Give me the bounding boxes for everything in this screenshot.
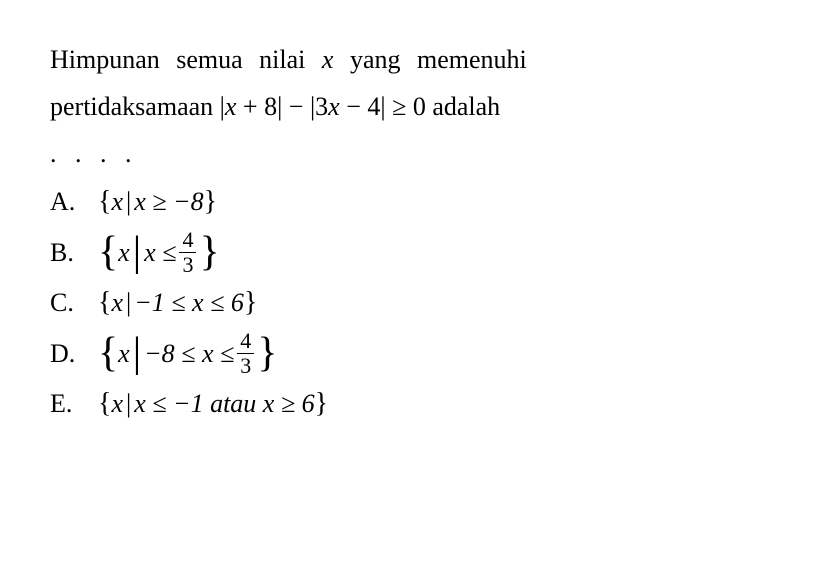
question-line-2: pertidaksamaan |x + 8| − |3x − 4| ≥ 0 ad… [50,87,772,126]
fraction-denominator: 3 [179,252,196,276]
fraction: 4 3 [237,330,254,377]
question-block: Himpunan semua nilai x yang memenuhi per… [50,40,772,173]
variable-x: x [328,92,340,121]
pipe-separator: | [126,287,131,318]
text-segment: − 4| ≥ 0 adalah [340,92,500,121]
right-brace: } [199,236,219,270]
option-b: B. { x | x ≤ 4 3 } [50,229,772,276]
text-segment: + 8| − |3 [236,92,328,121]
option-a: A. { x | x ≥ −8 } [50,181,772,223]
variable-x: x [111,388,123,419]
option-label: C. [50,287,98,318]
option-content: { x | x ≤ −1 atau x ≥ 6 } [98,388,328,419]
right-brace: } [244,289,257,317]
variable-x: x [118,338,130,369]
variable-x: x [111,287,123,318]
variable-x: x [322,45,334,74]
text-segment: Himpunan semua nilai [50,45,322,74]
ellipsis-dots: . . . . [50,134,772,173]
fraction-numerator: 4 [237,330,254,353]
question-line-1: Himpunan semua nilai x yang memenuhi [50,40,772,79]
pipe-separator: | [133,337,141,371]
option-label: D. [50,338,98,369]
right-brace: } [315,390,328,418]
left-brace: { [98,236,118,270]
option-label: A. [50,186,98,217]
left-brace: { [98,289,111,317]
set-expression: x ≥ −8 [134,186,203,217]
left-brace: { [98,390,111,418]
set-expression-prefix: x ≤ [144,237,176,268]
fraction-numerator: 4 [179,229,196,252]
variable-x: x [118,237,130,268]
text-segment: pertidaksamaan | [50,92,225,121]
option-content: { x | x ≥ −8 } [98,186,217,217]
right-brace: } [257,337,277,371]
variable-x: x [225,92,237,121]
left-brace: { [98,337,118,371]
option-content: { x | −1 ≤ x ≤ 6 } [98,287,257,318]
set-expression-prefix: −8 ≤ x ≤ [144,338,234,369]
fraction: 4 3 [179,229,196,276]
option-content: { x | −8 ≤ x ≤ 4 3 } [98,330,277,377]
option-d: D. { x | −8 ≤ x ≤ 4 3 } [50,330,772,377]
right-brace: } [204,188,217,216]
option-content: { x | x ≤ 4 3 } [98,229,220,276]
set-expression: x ≤ −1 atau x ≥ 6 [134,388,314,419]
left-brace: { [98,188,111,216]
option-label: E. [50,388,98,419]
variable-x: x [111,186,123,217]
pipe-separator: | [133,236,141,270]
pipe-separator: | [126,186,131,217]
pipe-separator: | [126,388,131,419]
text-segment: yang memenuhi [333,45,526,74]
fraction-denominator: 3 [237,353,254,377]
option-label: B. [50,237,98,268]
options-block: A. { x | x ≥ −8 } B. { x | x ≤ 4 3 } C. … [50,181,772,425]
set-expression: −1 ≤ x ≤ 6 [134,287,244,318]
option-c: C. { x | −1 ≤ x ≤ 6 } [50,282,772,324]
option-e: E. { x | x ≤ −1 atau x ≥ 6 } [50,383,772,425]
